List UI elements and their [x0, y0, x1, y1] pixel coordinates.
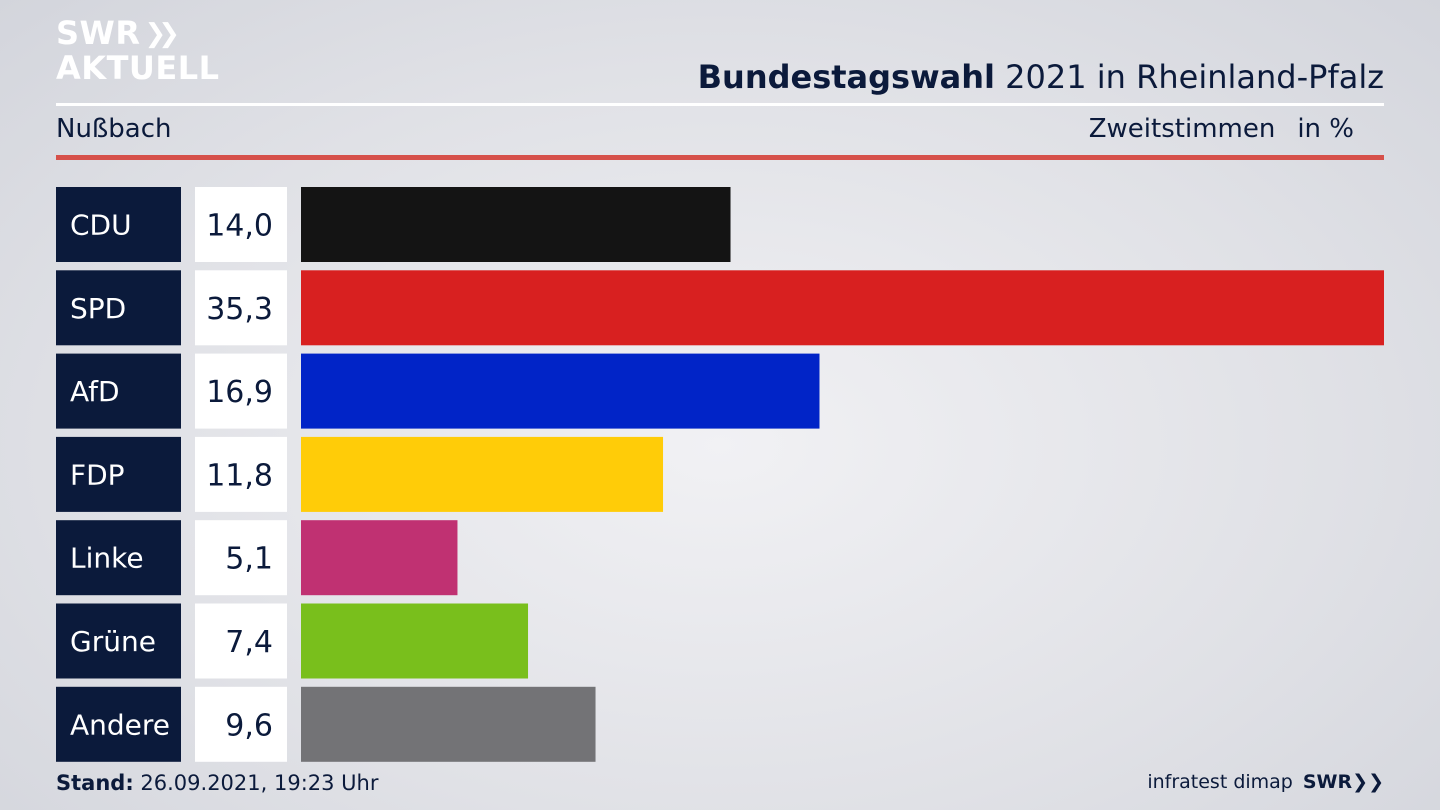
- unit-label: in %: [1297, 114, 1354, 144]
- swr-brand-logo: SWR❯❯: [1303, 771, 1384, 793]
- timestamp: Stand: 26.09.2021, 19:23 Uhr: [56, 771, 379, 795]
- bar-row-spd: SPD 35,3: [56, 270, 1384, 346]
- measure-label: Zweitstimmen: [1088, 114, 1276, 144]
- value-label: 35,3: [206, 292, 273, 327]
- bar-row-gr-ne: Grüne 7,4: [56, 603, 529, 679]
- value-label-box: [195, 520, 287, 596]
- party-label-box: [56, 436, 181, 512]
- source-name: infratest dimap: [1147, 771, 1293, 793]
- party-label-box: [56, 603, 181, 679]
- bar-andere: [301, 686, 596, 762]
- value-label: 7,4: [225, 625, 273, 660]
- bar-row-linke: Linke 5,1: [56, 520, 458, 596]
- value-label-box: [195, 353, 287, 429]
- party-label-box: [56, 353, 181, 429]
- party-label: AfD: [70, 375, 120, 408]
- party-label-box: [56, 187, 181, 262]
- chart-title-rest: 2021 in Rheinland-Pfalz: [995, 58, 1384, 96]
- timestamp-label: Stand:: [56, 771, 134, 795]
- value-label: 14,0: [206, 209, 273, 244]
- bar-row-cdu: CDU 14,0: [56, 187, 731, 262]
- bar-row-fdp: FDP 11,8: [56, 436, 664, 512]
- measure-labels: Zweitstimmen in %: [1089, 114, 1354, 144]
- party-label: FDP: [70, 458, 125, 491]
- party-label-box: [56, 520, 181, 596]
- bar-row-andere: Andere 9,6: [56, 686, 596, 762]
- party-label: Linke: [70, 542, 144, 575]
- party-label: SPD: [70, 292, 126, 325]
- bar-cdu: [301, 187, 731, 262]
- bar-afd: [301, 353, 820, 429]
- party-label-box: [56, 270, 181, 346]
- value-label: 9,6: [225, 708, 273, 743]
- value-label-box: [195, 686, 287, 762]
- logo-text-swr: SWR: [56, 14, 141, 52]
- region-name: Nußbach: [56, 114, 172, 144]
- chart-title-bold: Bundestagswahl: [697, 58, 995, 96]
- swr-brand-arrows-icon: ❯❯: [1352, 771, 1384, 793]
- party-label: Grüne: [70, 625, 156, 658]
- swr-brand-text: SWR: [1302, 771, 1353, 793]
- header-divider: [56, 103, 1384, 106]
- value-label: 16,9: [206, 375, 273, 410]
- value-label-box: [195, 436, 287, 512]
- bar-spd: [301, 270, 1384, 346]
- swr-aktuell-logo: SWR ❯❯ AKTUELL: [56, 16, 220, 85]
- bar-row-afd: AfD 16,9: [56, 353, 820, 429]
- logo-text-aktuell: AKTUELL: [56, 49, 220, 87]
- value-label: 5,1: [225, 542, 273, 577]
- value-label-box: [195, 187, 287, 262]
- chart-title: Bundestagswahl 2021 in Rheinland-Pfalz: [698, 58, 1384, 96]
- subheader-divider: [56, 155, 1384, 160]
- timestamp-value: 26.09.2021, 19:23 Uhr: [133, 771, 379, 795]
- party-label: Andere: [70, 708, 170, 741]
- value-label-box: [195, 270, 287, 346]
- bar-gr-ne: [301, 603, 529, 679]
- value-label-box: [195, 603, 287, 679]
- bar-fdp: [301, 436, 664, 512]
- bar-linke: [301, 520, 458, 596]
- source-credit: infratest dimap SWR❯❯: [1147, 771, 1384, 793]
- party-label: CDU: [70, 209, 132, 242]
- party-label-box: [56, 686, 181, 762]
- value-label: 11,8: [206, 458, 273, 493]
